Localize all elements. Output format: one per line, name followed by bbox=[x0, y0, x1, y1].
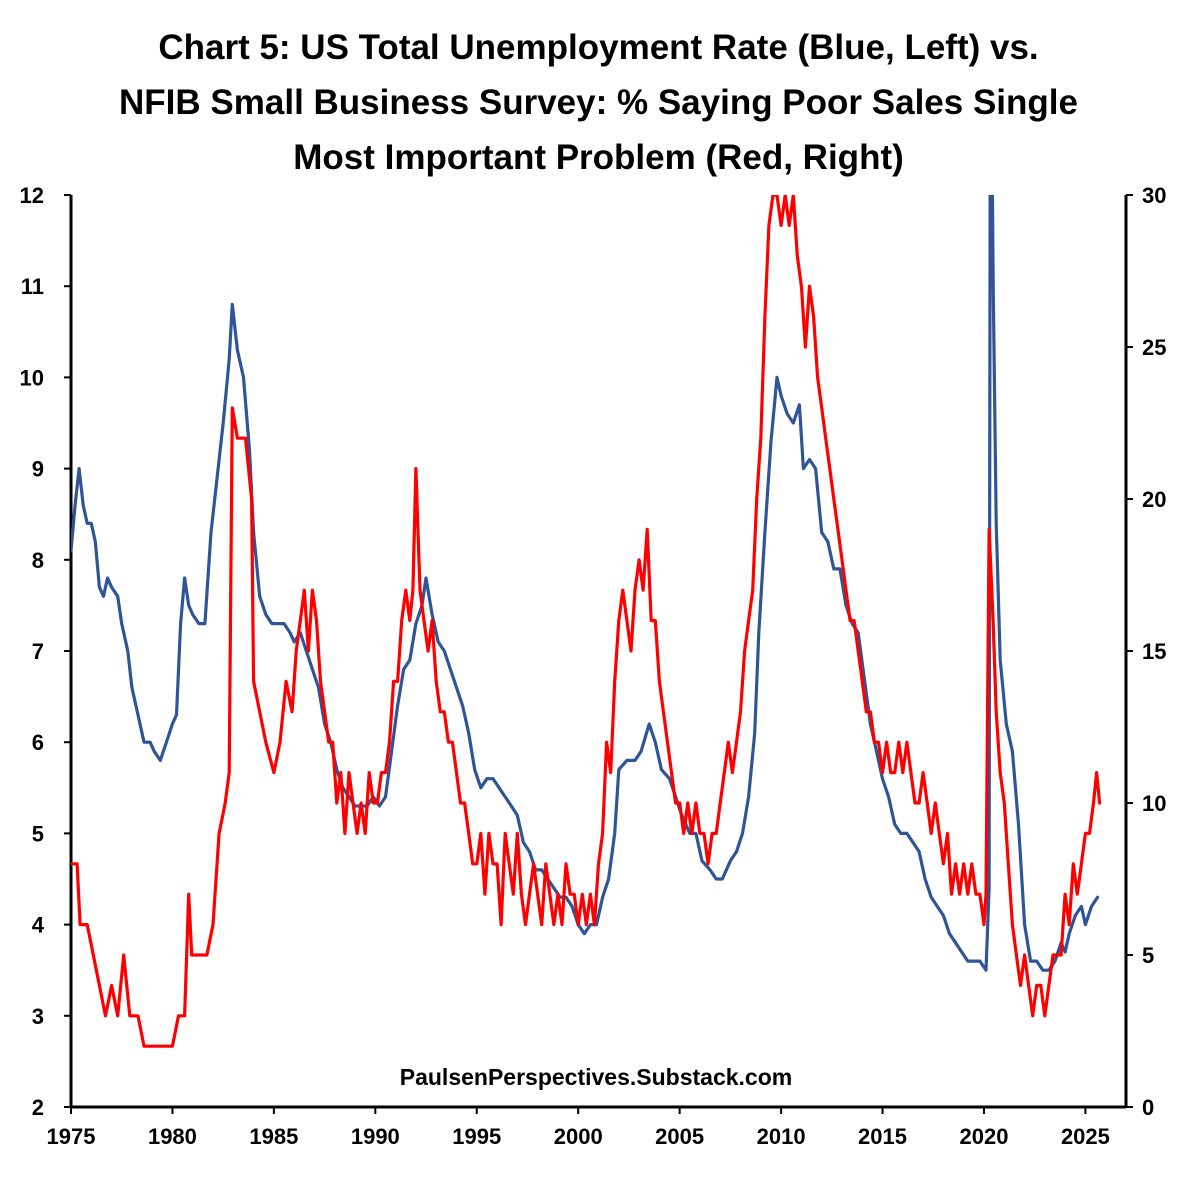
y-left-tick-label: 8 bbox=[32, 548, 44, 573]
x-tick-label: 2015 bbox=[858, 1124, 907, 1149]
x-tick-label: 1975 bbox=[47, 1124, 96, 1149]
unemployment-rate-line bbox=[71, 195, 1100, 972]
x-tick-label: 2020 bbox=[960, 1124, 1009, 1149]
y-left-tick-label: 4 bbox=[32, 913, 45, 938]
poor-sales-line bbox=[71, 195, 1102, 1048]
y-left-tick-label: 12 bbox=[20, 183, 44, 208]
x-tick-label: 1980 bbox=[148, 1124, 197, 1149]
tick-marks bbox=[64, 194, 1133, 1114]
y-right-tick-label: 20 bbox=[1142, 487, 1166, 512]
y-right-tick-label: 25 bbox=[1142, 335, 1166, 360]
x-tick-label: 2000 bbox=[554, 1124, 603, 1149]
y-right-tick-label: 5 bbox=[1142, 943, 1154, 968]
chart-title-line-3: Most Important Problem (Red, Right) bbox=[293, 138, 904, 177]
y-right-tick-label: 0 bbox=[1142, 1095, 1154, 1120]
source-annotation: PaulsenPerspectives.Substack.com bbox=[400, 1064, 792, 1090]
x-tick-label: 2005 bbox=[655, 1124, 704, 1149]
chart-title-line-2: NFIB Small Business Survey: % Saying Poo… bbox=[119, 83, 1078, 122]
chart-title: Chart 5: US Total Unemployment Rate (Blu… bbox=[0, 20, 1197, 185]
y-left-tick-label: 7 bbox=[32, 639, 44, 664]
y-left-tick-label: 11 bbox=[21, 274, 44, 299]
y-right-tick-label: 10 bbox=[1142, 791, 1166, 816]
x-tick-label: 2025 bbox=[1061, 1124, 1110, 1149]
x-tick-label: 1985 bbox=[249, 1124, 298, 1149]
chart-title-line-1: Chart 5: US Total Unemployment Rate (Blu… bbox=[158, 28, 1039, 67]
y-left-tick-label: 9 bbox=[32, 457, 44, 482]
y-left-tick-label: 2 bbox=[32, 1095, 44, 1120]
y-right-tick-label: 15 bbox=[1142, 639, 1166, 664]
x-tick-label: 1995 bbox=[452, 1124, 501, 1149]
y-right-tick-label: 30 bbox=[1142, 183, 1166, 208]
y-left-tick-label: 10 bbox=[20, 365, 44, 390]
series-lines bbox=[71, 195, 1102, 1048]
y-left-tick-label: 6 bbox=[32, 730, 44, 755]
x-tick-label: 2010 bbox=[757, 1124, 806, 1149]
y-left-tick-label: 5 bbox=[32, 821, 44, 846]
x-tick-label: 1990 bbox=[351, 1124, 400, 1149]
y-left-tick-label: 3 bbox=[32, 1004, 44, 1029]
